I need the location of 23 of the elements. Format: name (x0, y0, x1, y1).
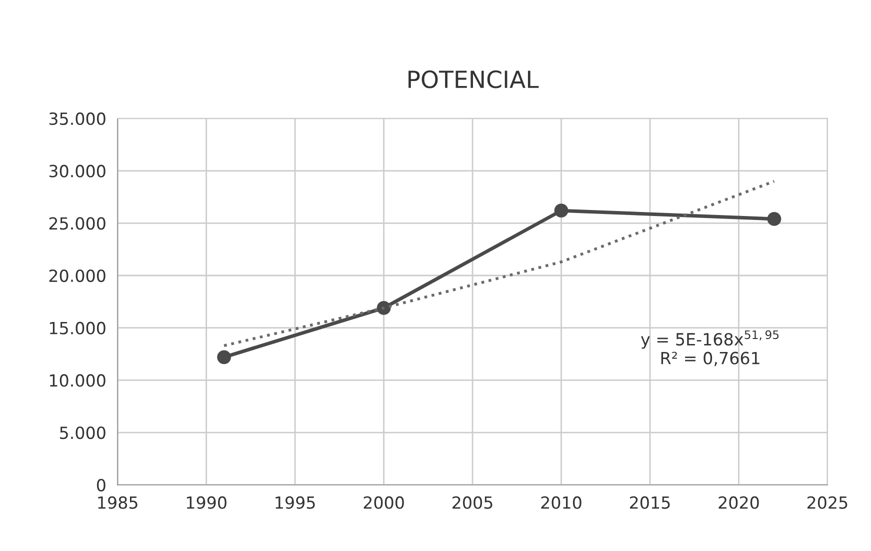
x-tick-label: 2005 (452, 496, 492, 509)
chart-title: POTENCIAL (408, 70, 539, 88)
y-tick-label: 20.000 (49, 269, 106, 282)
x-tick-label: 2015 (630, 496, 670, 509)
y-tick-label: 10.000 (50, 374, 106, 387)
x-tick-label: 2000 (364, 496, 404, 509)
x-tick-label: 1995 (276, 496, 315, 509)
x-tick-label: 2025 (807, 496, 848, 509)
annotation: y = 5E-168x$^{51,95}$ R² = 0,7661 (640, 330, 779, 366)
point (767, 212, 782, 226)
y-tick-label: 0 (96, 478, 106, 492)
point (217, 350, 232, 364)
y-tick-label: 30.000 (49, 164, 106, 178)
x-tick-label: 2020 (718, 496, 759, 509)
y-tick-label: 15.000 (50, 322, 106, 334)
y-tick-label: 5.000 (60, 426, 106, 440)
x-tick-label: 1985 (98, 496, 138, 509)
y-tick-label: 35.000 (49, 112, 106, 126)
y-tick-label: 25.000 (49, 217, 106, 230)
x-tick-label: 1990 (186, 496, 226, 509)
point (554, 204, 568, 218)
x-tick-label: 2010 (541, 496, 582, 509)
point (376, 301, 391, 315)
